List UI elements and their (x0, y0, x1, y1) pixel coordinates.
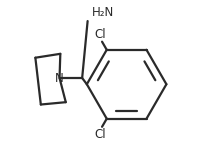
Text: N: N (55, 71, 64, 85)
Text: Cl: Cl (95, 28, 106, 41)
Text: H₂N: H₂N (92, 7, 114, 20)
Text: Cl: Cl (95, 128, 106, 141)
